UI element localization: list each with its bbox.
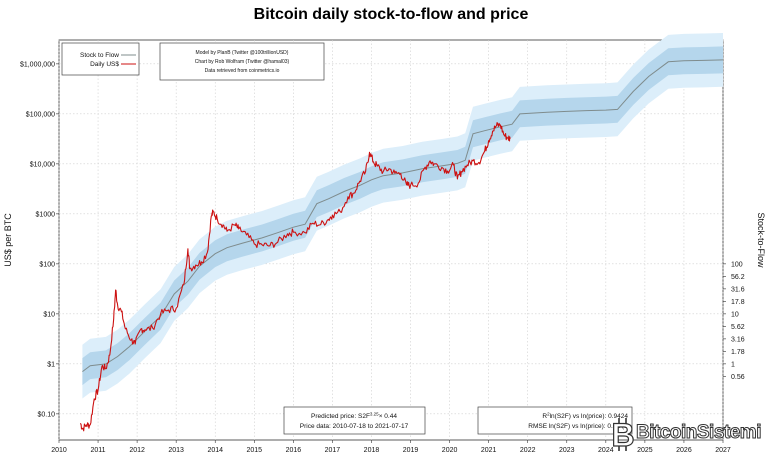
prediction-formula-suffix: × 0.44 — [379, 413, 398, 420]
y-axis-left-label: US$ per BTC — [3, 213, 13, 267]
y-axis-left-ticks: $0.10 $1 $10 $100 $1000 $10,000 $100,000 $1,000… — [20, 61, 59, 418]
svg-text:B: B — [611, 417, 634, 452]
y-right-tick-label-1.78: 1.78 — [731, 349, 745, 356]
y-right-tick-label-10: 10 — [731, 311, 739, 318]
r-squared-suffix: ln(S2F) vs ln(price): 0.9424 — [550, 413, 629, 420]
prediction-formula-exponent: 3.25 — [370, 412, 379, 417]
credit-line-data: Data retrieved from coinmetrics.io — [205, 68, 280, 74]
watermark: B BitcoinSistemi — [606, 414, 766, 454]
prediction-note: Predicted price: S2F3.25× 0.44 Price dat… — [283, 406, 426, 435]
x-tick-label-2017: 2017 — [325, 447, 341, 454]
x-tick-label-2015: 2015 — [247, 447, 263, 454]
y-right-tick-label-0.56: 0.56 — [731, 374, 745, 381]
y-left-tick-label-10: $10 — [43, 311, 55, 318]
y-right-tick-label-3.16: 3.16 — [731, 336, 745, 343]
legend: Stock to Flow Daily US$ — [61, 42, 140, 76]
x-tick-label-2011: 2011 — [91, 447, 106, 454]
y-left-tick-label-1: $1 — [47, 361, 55, 368]
r-squared-exponent: 2 — [547, 412, 550, 417]
r-squared-prefix: R — [542, 413, 547, 420]
x-tick-label-2027: 2027 — [715, 447, 731, 454]
prediction-formula-prefix: Predicted price: S2F — [311, 413, 370, 420]
y-left-tick-label-100000: $100,000 — [26, 111, 55, 118]
r-squared-stat: R2ln(S2F) vs ln(price): 0.9424 — [542, 412, 628, 421]
x-tick-label-2026: 2026 — [676, 447, 692, 454]
x-tick-label-2016: 2016 — [286, 447, 302, 454]
x-tick-label-2025: 2025 — [637, 447, 653, 454]
prediction-formula: Predicted price: S2F3.25× 0.44 — [311, 412, 397, 421]
series-stock-to-flow-line — [82, 59, 724, 372]
legend-entry-s2f-label: Stock to Flow — [80, 52, 119, 59]
credit-line-chart: Chart by Rob Wolfram (Twitter @hamal03) — [195, 59, 290, 65]
x-tick-label-2022: 2022 — [520, 447, 536, 454]
y-axis-right-ticks: 0.56 1 1.78 3.16 5.62 10 17.8 31.6 56.2 100 — [723, 261, 745, 381]
sigma-band-inner — [82, 46, 723, 386]
stats-note: R2ln(S2F) vs ln(price): 0.9424 RMSE ln(S… — [477, 406, 633, 435]
legend-box — [61, 42, 140, 76]
x-tick-label-2014: 2014 — [207, 447, 223, 454]
y-right-tick-label-1: 1 — [731, 361, 735, 368]
price-data-range: Price data: 2010-07-18 to 2021-07-17 — [300, 423, 409, 430]
legend-entry-price-label: Daily US$ — [90, 61, 119, 68]
y-right-tick-label-17.8: 17.8 — [731, 299, 745, 306]
bitcoin-logo-icon: B — [611, 416, 635, 452]
y-right-tick-label-5.62: 5.62 — [731, 324, 745, 331]
x-tick-label-2021: 2021 — [481, 447, 497, 454]
x-tick-label-2010: 2010 — [51, 447, 67, 454]
y-left-tick-label-10000: $10,000 — [30, 161, 55, 168]
x-tick-label-2020: 2020 — [442, 447, 458, 454]
y-left-tick-label-1000: $1000 — [36, 211, 56, 218]
prediction-note-box — [283, 406, 426, 435]
x-tick-label-2013: 2013 — [168, 447, 184, 454]
y-left-tick-label-0.1: $0.10 — [37, 411, 55, 418]
watermark-wordmark: BitcoinSistemi — [636, 422, 762, 444]
credits: Model by PlanB (Twitter @100trillionUSD)… — [159, 42, 325, 81]
y-axis-right-label: Stock-to-Flow — [756, 212, 766, 268]
x-tick-label-2024: 2024 — [598, 447, 614, 454]
x-tick-label-2019: 2019 — [403, 447, 419, 454]
stats-note-box — [477, 406, 633, 435]
y-left-tick-label-1000000: $1,000,000 — [20, 61, 55, 68]
y-right-tick-label-100: 100 — [731, 261, 743, 268]
rmse-stat: RMSE ln(S2F) vs ln(price): 0.62 (σ — [528, 423, 628, 430]
credit-line-model: Model by PlanB (Twitter @100trillionUSD) — [196, 50, 289, 56]
x-axis-ticks: 2010 2011 2012 2013 2014 2015 2016 2017 2018 2019… — [51, 440, 731, 454]
y-right-tick-label-56.2: 56.2 — [731, 274, 745, 281]
y-left-tick-label-100: $100 — [39, 261, 55, 268]
series-daily-price-line — [79, 122, 511, 432]
chart-title: Bitcoin daily stock-to-flow and price — [254, 6, 529, 23]
x-tick-label-2023: 2023 — [559, 447, 575, 454]
x-tick-label-2012: 2012 — [129, 447, 145, 454]
x-tick-label-2018: 2018 — [364, 447, 380, 454]
credits-box — [159, 42, 325, 81]
y-right-tick-label-31.6: 31.6 — [731, 286, 745, 293]
